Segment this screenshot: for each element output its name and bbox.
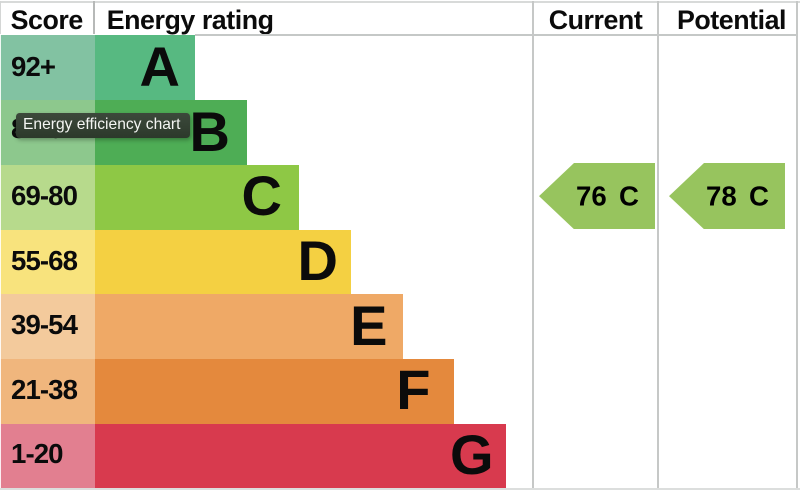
svg-text:C: C (619, 181, 639, 212)
svg-text:76: 76 (576, 181, 607, 212)
svg-text:C: C (749, 181, 769, 212)
svg-text:78: 78 (706, 181, 737, 212)
